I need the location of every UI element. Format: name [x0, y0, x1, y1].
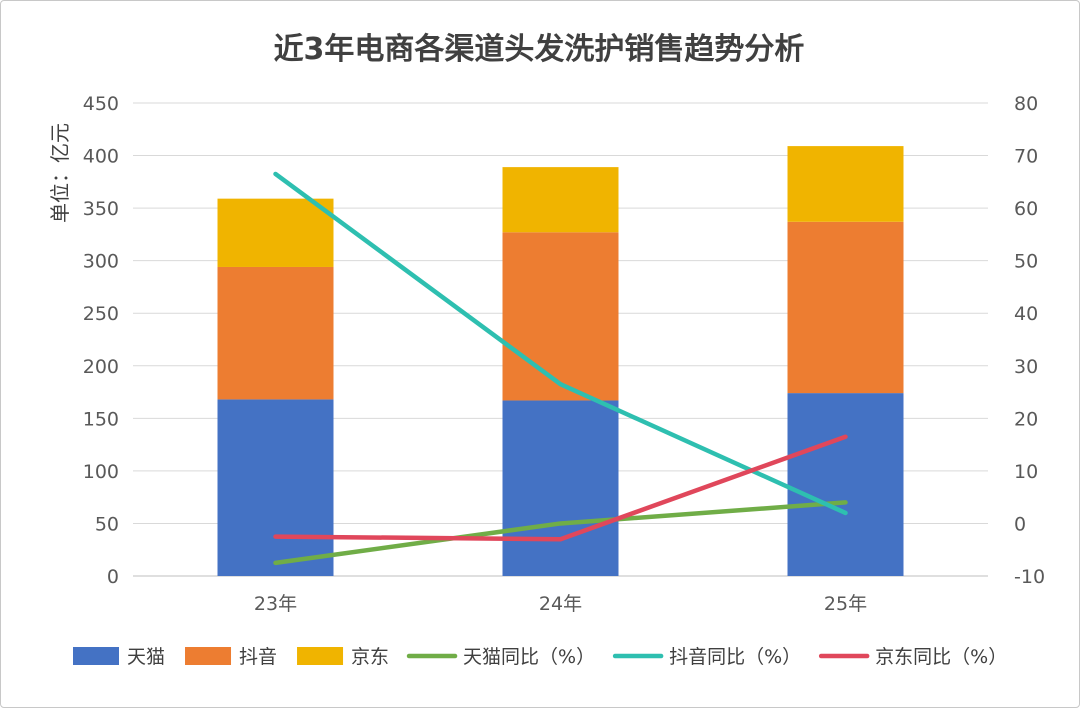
bar-segment: [502, 400, 619, 576]
y-tick-label: 150: [83, 408, 119, 430]
y-tick-label: 200: [83, 356, 119, 378]
y-tick-label: 350: [83, 198, 119, 220]
legend-label: 抖音同比（%）: [669, 646, 801, 668]
bar-segment: [787, 393, 904, 576]
y2-tick-label: -10: [1014, 566, 1045, 588]
legend-swatch: [297, 647, 344, 665]
legend-label: 京东: [351, 646, 389, 668]
y2-tick-label: 40: [1014, 303, 1038, 325]
y2-tick-label: 70: [1014, 146, 1038, 168]
x-tick-label: 24年: [539, 593, 582, 615]
y-tick-label: 0: [107, 566, 119, 588]
y2-tick-label: 30: [1014, 356, 1038, 378]
bar-segment: [217, 266, 334, 400]
x-tick-label: 25年: [824, 593, 867, 615]
bar-segment: [787, 221, 904, 394]
bar-segment: [502, 167, 619, 233]
y2-tick-label: 20: [1014, 408, 1038, 430]
legend-swatch: [73, 647, 119, 665]
y-tick-label: 250: [83, 303, 119, 325]
y-tick-label: 300: [83, 251, 119, 273]
y-tick-label: 100: [83, 461, 119, 483]
legend-label: 抖音: [239, 646, 277, 668]
y-tick-label: 450: [83, 93, 119, 115]
bar-layer: [217, 146, 904, 576]
axis-layer: 0 50 100 150 200 250 300 350 400 450 -10 0 10 20 30 40 5…: [83, 93, 1045, 615]
y2-tick-label: 0: [1014, 513, 1026, 535]
y-tick-label: 50: [95, 513, 119, 535]
line-layer: [273, 171, 848, 566]
legend-swatch: [185, 647, 232, 665]
y2-tick-label: 60: [1014, 198, 1038, 220]
bar-segment: [217, 198, 334, 267]
y2-tick-label: 80: [1014, 93, 1038, 115]
bar-segment: [787, 146, 904, 222]
chart-title: 近3年电商各渠道头发洗护销售趋势分析: [274, 32, 805, 67]
legend-label: 天猫同比（%）: [463, 646, 595, 668]
y-axis-label: 单位：亿元: [48, 123, 72, 223]
legend-label: 天猫: [127, 646, 165, 668]
legend-label: 京东同比（%）: [875, 646, 1007, 668]
legend: 天猫 抖音 京东 天猫同比（%） 抖音同比（%） 京东同比（%）: [73, 646, 1007, 668]
y-tick-label: 400: [83, 146, 119, 168]
bar-segment: [502, 232, 619, 401]
y2-tick-label: 10: [1014, 461, 1038, 483]
series-line: [273, 434, 848, 542]
series-line: [273, 500, 848, 566]
x-tick-label: 23年: [254, 593, 297, 615]
y2-tick-label: 50: [1014, 251, 1038, 273]
bar-segment: [217, 399, 334, 576]
